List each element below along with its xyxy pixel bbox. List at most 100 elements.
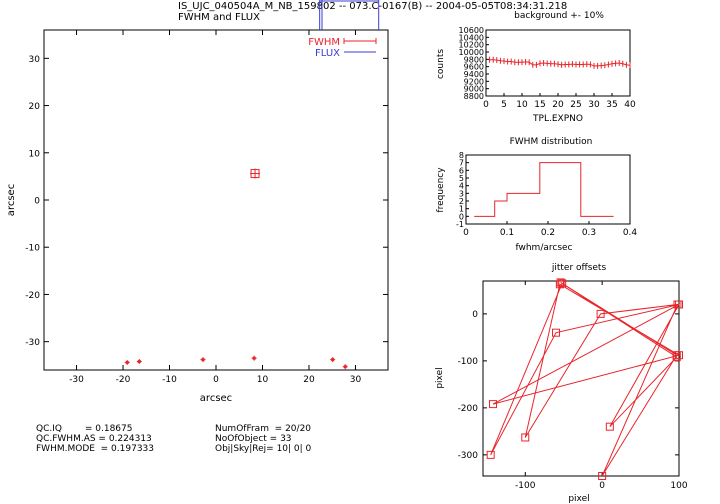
histogram-y-tick-label: 2 [459,197,464,206]
fwhm-point-mark [125,360,129,364]
fwhm-point-mark [137,360,141,363]
main-y-tick-label: 20 [29,102,41,112]
histogram-y-tick-label: 0 [459,212,464,221]
background-y-tick-label: 8800 [464,92,484,101]
main-y-tick-label: 10 [29,149,41,159]
legend-fwhm-label: FWHM [308,37,340,48]
background-title: background +- 10% [514,11,604,21]
jitter-y-tick-label: -300 [458,451,479,461]
main-y-tick-label: -10 [25,244,40,254]
qc-noofobject: NoOfObject = 33 [215,434,292,444]
background-x-tick-label: 35 [606,100,617,110]
jitter-x-ticks: -100 0 100 [515,281,688,491]
background-series [489,56,631,69]
background-y-tick-label: 9400 [464,70,484,79]
background-x-tick-label: 15 [534,100,545,110]
jitter-y-tick-label: -200 [458,404,479,414]
main-x-tick-label: -10 [162,375,177,385]
qc-numofram: NumOfFram = 20/20 [215,424,311,434]
background-y-tick-label: 9800 [464,55,484,64]
background-y-ticks: 8800900092009400960098001000010200104001… [459,26,489,101]
background-y-tick-label: 9200 [464,77,484,86]
fwhm-point-mark [201,358,205,362]
histogram-x-ticks: 0 0.1 0.2 0.3 0.4 [463,221,637,238]
jitter-point [598,472,607,480]
background-y-tick-label: 9600 [464,63,484,72]
fwhm-point-box [250,169,260,179]
histogram-x-tick-label: 0 [463,228,469,238]
background-y-tick-label: 10400 [459,33,484,42]
histogram-steps [474,162,614,217]
background-y-tick-label: 10600 [459,26,484,35]
qc-fwhm-mode: FWHM.MODE = 0.197333 [36,444,154,454]
main-y-tick-label: 30 [29,55,41,65]
jitter-point [605,422,614,431]
background-x-tick-label: 0 [483,100,489,110]
jitter-y-tick-label: 0 [472,310,478,320]
jitter-x-tick-label: 100 [670,481,687,491]
jitter-frame [482,280,680,477]
main-y-tick-label: -20 [25,291,40,301]
background-x-ticks: 0 5 10 15 20 25 30 35 40 [483,93,636,110]
jitter-line [490,281,681,477]
main-y-label: arcsec [6,184,17,216]
main-x-label: arcsec [200,393,232,404]
histogram-x-tick-label: 0.1 [500,228,514,238]
main-plot: -30 -20 -10 0 10 20 30 -30 -20 -10 0 10 20 30 arcsec… [6,0,389,404]
histogram-frame [465,154,631,225]
main-legend: FWHM FLUX [308,37,377,59]
fwhm-point-mark [331,358,335,362]
background-x-tick-label: 40 [624,100,636,110]
background-x-label: TPL.EXPNO [532,114,583,124]
fwhm-points [124,168,348,370]
histogram-title: FWHM distribution [510,137,593,147]
background-x-tick-label: 20 [552,100,564,110]
main-y-ticks: -30 -20 -10 0 10 20 30 [25,55,388,348]
histogram-y-tick-label: 6 [459,166,464,175]
jitter-y-ticks: -300 -200 -100 0 [458,310,679,461]
background-x-tick-label: 5 [501,100,507,110]
jitter-point [675,300,683,309]
fwhm-point-mark [252,356,256,360]
jitter-point [555,280,564,289]
background-plot: background +- 10% 0 5 10 15 20 25 30 35 40 88009… [436,11,636,124]
jitter-x-tick-label: 0 [599,481,605,491]
histogram-y-tick-label: -1 [456,220,464,229]
background-x-tick-label: 30 [588,100,600,110]
jitter-y-label: pixel [435,367,445,388]
histogram-y-tick-label: 8 [459,151,464,160]
jitter-plot: jitter offsets -100 0 100 -300 -200 -100 0 pi… [435,263,688,504]
histogram-x-tick-label: 0.4 [623,228,638,238]
jitter-point [556,278,565,287]
jitter-title: jitter offsets [551,263,607,273]
jitter-point [596,309,605,318]
jitter-x-label: pixel [568,494,589,504]
background-line [489,59,631,67]
histogram-y-tick-label: 5 [459,174,464,183]
background-x-tick-label: 25 [570,100,581,110]
main-x-tick-label: 20 [303,375,315,385]
background-y-tick-label: 10000 [459,48,484,57]
jitter-x-tick-label: -100 [515,481,536,491]
legend-flux-label: FLUX [315,48,340,59]
jitter-point [552,328,561,337]
background-x-tick-label: 10 [516,100,528,110]
fwhm-point-mark [343,365,347,369]
jitter-path [486,278,683,480]
main-x-tick-label: 30 [350,375,362,385]
main-x-tick-label: -30 [69,375,84,385]
histogram-x-tick-label: 0.2 [541,228,555,238]
fwhm-histogram: FWHM distribution 0 0.1 0.2 0.3 0.4 -1012345… [436,137,637,253]
histogram-y-tick-label: 7 [459,159,464,168]
histogram-x-label: fwhm/arcsec [515,243,572,253]
histogram-x-tick-label: 0.3 [582,228,596,238]
background-y-label: counts [436,49,446,79]
main-y-tick-label: -30 [25,338,40,348]
background-y-tick-label: 9000 [464,85,484,94]
histogram-y-tick-label: 3 [459,189,464,198]
main-x-ticks: -30 -20 -10 0 10 20 30 [69,30,361,385]
histogram-y-tick-label: 1 [459,205,464,214]
histogram-step-line [474,162,614,217]
qc-fwhm-as: QC.FWHM.AS = 0.224313 [36,434,152,444]
